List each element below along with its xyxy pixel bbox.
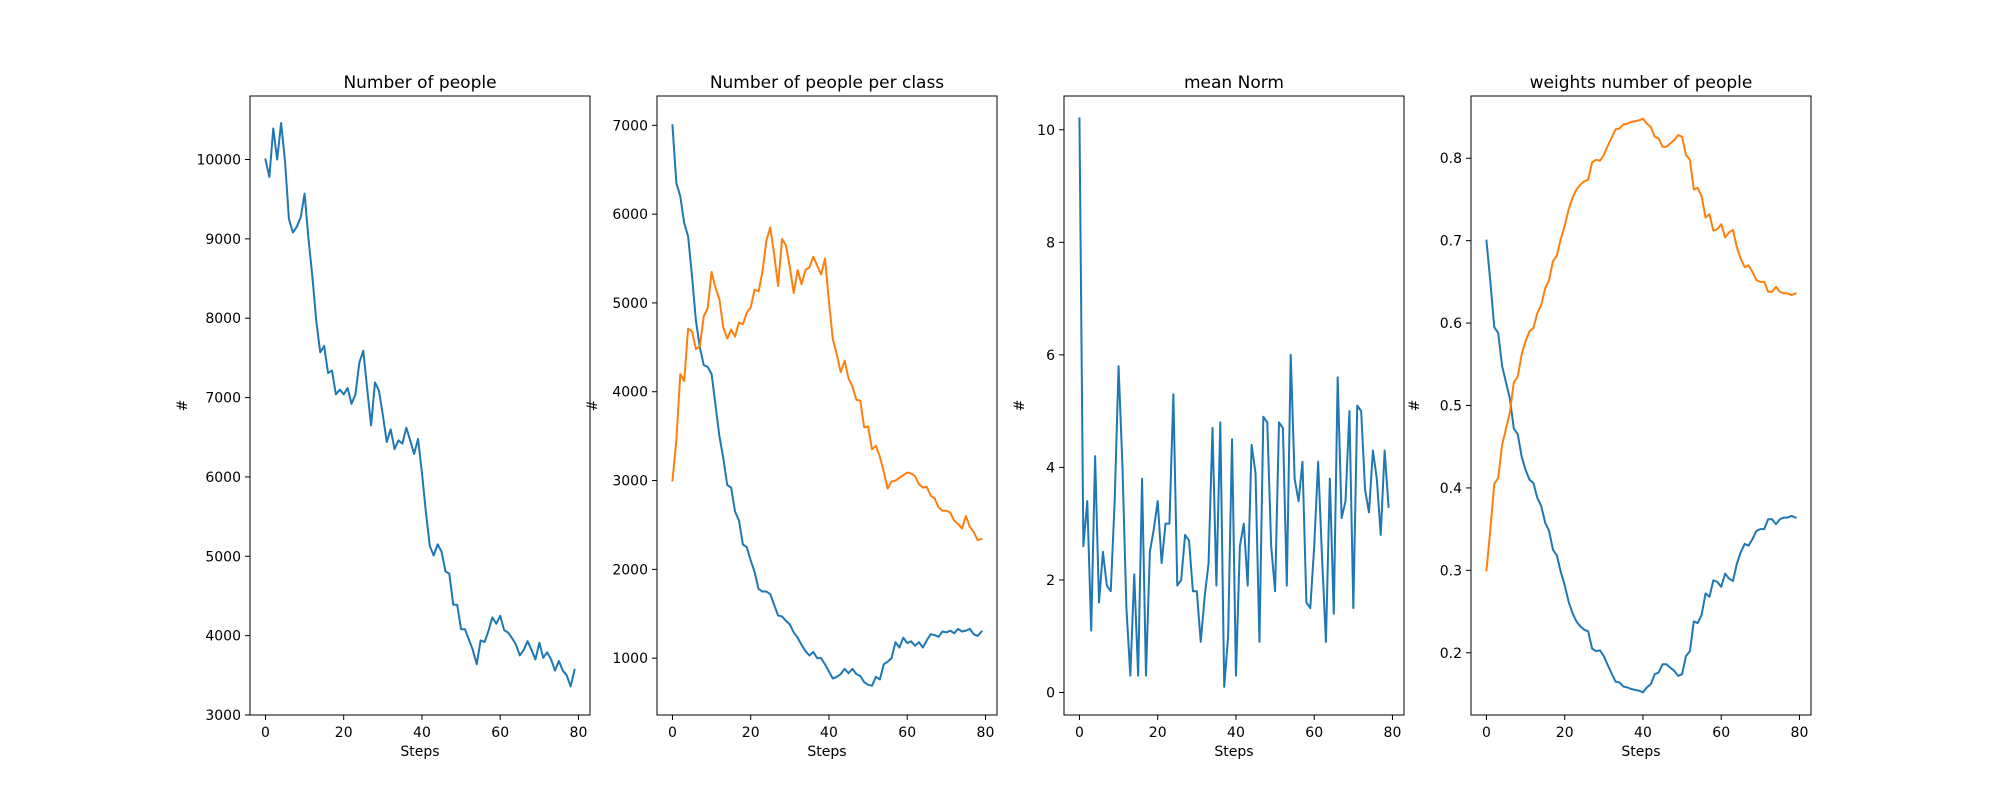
x-tick-label: 40 bbox=[820, 725, 838, 741]
y-tick-label: 7000 bbox=[205, 391, 241, 407]
series-line-1 bbox=[671, 124, 983, 687]
x-tick-label: 0 bbox=[261, 725, 270, 741]
axes-frame bbox=[1063, 95, 1405, 716]
y-tick-label: 0 bbox=[1046, 685, 1055, 701]
y-tick-label: 4000 bbox=[612, 385, 648, 401]
y-axis-label: # bbox=[1407, 400, 1423, 412]
series-line-2 bbox=[671, 226, 983, 542]
y-axis-label: # bbox=[1012, 400, 1028, 412]
y-tick-label: 4000 bbox=[205, 629, 241, 645]
chart-title: Number of people per class bbox=[710, 73, 944, 93]
x-tick-label: 40 bbox=[1634, 725, 1652, 741]
x-tick-label: 40 bbox=[413, 725, 431, 741]
axes-frame bbox=[1470, 95, 1812, 716]
x-axis-label: Steps bbox=[400, 744, 439, 760]
chart-panel-3: 0 20 40 60 80 0 2 4 6 8 10 mean Norm Steps # bbox=[1012, 73, 1405, 760]
y-tick-label: 0.2 bbox=[1440, 646, 1462, 662]
x-tick-label: 80 bbox=[570, 725, 588, 741]
y-tick-label: 2 bbox=[1046, 573, 1055, 589]
x-axis-label: Steps bbox=[807, 744, 846, 760]
x-tick-label: 60 bbox=[1712, 725, 1730, 741]
y-tick-label: 1000 bbox=[612, 651, 648, 667]
x-axis-label: Steps bbox=[1214, 744, 1253, 760]
axes-frame bbox=[656, 95, 998, 716]
y-tick-label: 10 bbox=[1037, 123, 1055, 139]
x-tick-label: 20 bbox=[742, 725, 760, 741]
x-axis-label: Steps bbox=[1621, 744, 1660, 760]
y-tick-label: 0.7 bbox=[1440, 234, 1462, 250]
series-line-1 bbox=[1485, 239, 1797, 694]
x-tick-label: 80 bbox=[1791, 725, 1809, 741]
y-tick-label: 9000 bbox=[205, 232, 241, 248]
y-tick-label: 6 bbox=[1046, 348, 1055, 364]
x-tick-label: 40 bbox=[1227, 725, 1245, 741]
y-tick-label: 2000 bbox=[612, 562, 648, 578]
y-tick-label: 3000 bbox=[205, 708, 241, 724]
x-tick-label: 0 bbox=[1482, 725, 1491, 741]
x-tick-label: 60 bbox=[491, 725, 509, 741]
y-tick-label: 0.3 bbox=[1440, 563, 1462, 579]
x-tick-label: 60 bbox=[898, 725, 916, 741]
y-tick-label: 4 bbox=[1046, 460, 1055, 476]
series-line-2 bbox=[1485, 117, 1797, 572]
chart-title: mean Norm bbox=[1184, 73, 1284, 93]
y-tick-label: 7000 bbox=[612, 118, 648, 134]
y-tick-label: 0.8 bbox=[1440, 151, 1462, 167]
chart-title: Number of people bbox=[343, 73, 496, 93]
x-tick-label: 0 bbox=[1075, 725, 1084, 741]
x-tick-label: 20 bbox=[335, 725, 353, 741]
x-tick-label: 60 bbox=[1305, 725, 1323, 741]
series-line-1 bbox=[1078, 117, 1390, 688]
y-axis-label: # bbox=[175, 400, 191, 412]
chart-panel-2: 0 20 40 60 80 1000 2000 3000 4000 5000 6000 7000 Num… bbox=[585, 73, 998, 760]
y-tick-label: 8000 bbox=[205, 311, 241, 327]
chart-panel-1: 0 20 40 60 80 3000 4000 5000 6000 7000 8000 9000 100… bbox=[175, 73, 591, 760]
chart-title: weights number of people bbox=[1530, 73, 1753, 93]
x-tick-label: 80 bbox=[977, 725, 995, 741]
y-tick-label: 5000 bbox=[612, 296, 648, 312]
y-axis-label: # bbox=[585, 400, 601, 412]
y-tick-label: 3000 bbox=[612, 474, 648, 490]
x-tick-label: 20 bbox=[1149, 725, 1167, 741]
x-tick-label: 0 bbox=[668, 725, 677, 741]
axes-frame bbox=[249, 95, 591, 716]
y-tick-label: 5000 bbox=[205, 549, 241, 565]
chart-panel-4: 0 20 40 60 80 0.2 0.3 0.4 0.5 0.6 0.7 0.8 weights nu… bbox=[1407, 73, 1812, 760]
y-tick-label: 6000 bbox=[612, 207, 648, 223]
y-tick-label: 6000 bbox=[205, 470, 241, 486]
y-tick-label: 10000 bbox=[196, 152, 241, 168]
x-tick-label: 20 bbox=[1556, 725, 1574, 741]
y-tick-label: 0.6 bbox=[1440, 316, 1462, 332]
y-tick-label: 0.5 bbox=[1440, 399, 1462, 415]
series-line-1 bbox=[264, 121, 576, 688]
y-tick-label: 8 bbox=[1046, 235, 1055, 251]
y-tick-label: 0.4 bbox=[1440, 481, 1462, 497]
x-tick-label: 80 bbox=[1384, 725, 1402, 741]
